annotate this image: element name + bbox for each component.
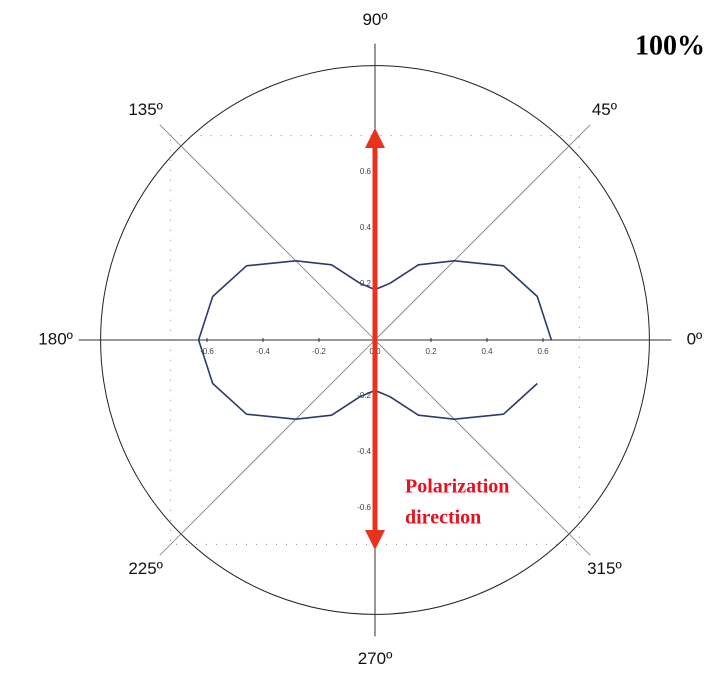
y-tick-label: 0.6 (360, 167, 372, 176)
plot: 0º 45º 90º 135º 180º 225º 270º 315º -0.6 -0.4 -0.2… (38, 10, 702, 668)
angle-label: 0º (687, 329, 703, 348)
angle-label: 180º (38, 329, 73, 348)
angle-label: 135º (128, 100, 163, 119)
y-tick-label: -0.4 (357, 447, 371, 456)
spoke (159, 124, 376, 341)
spoke (374, 124, 591, 341)
angle-label: 90º (362, 10, 387, 29)
pattern-curve (197, 260, 553, 420)
x-tick-label: 0.6 (537, 347, 549, 356)
corner-label: 100% (635, 30, 705, 61)
angle-label: 315º (587, 559, 622, 578)
spoke (374, 339, 591, 556)
angle-label: 270º (358, 649, 393, 668)
x-tick-label: -0.6 (200, 347, 214, 356)
x-tick-label: -0.4 (256, 347, 270, 356)
angle-label: 225º (128, 559, 163, 578)
x-tick-label: 0.2 (425, 347, 437, 356)
angle-label: 45º (592, 100, 617, 119)
spoke (159, 339, 376, 556)
x-tick-label: 0.4 (481, 347, 493, 356)
x-tick-label: -0.2 (312, 347, 326, 356)
y-tick-label: 0.4 (360, 223, 372, 232)
y-tick-label: -0.6 (357, 503, 371, 512)
arrow-label: Polarization (405, 476, 509, 498)
arrow-label: direction (405, 507, 481, 529)
